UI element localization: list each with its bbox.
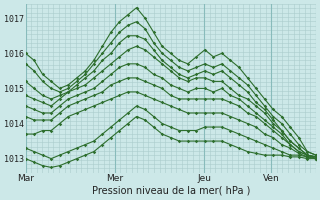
X-axis label: Pression niveau de la mer( hPa ): Pression niveau de la mer( hPa ) (92, 186, 250, 196)
